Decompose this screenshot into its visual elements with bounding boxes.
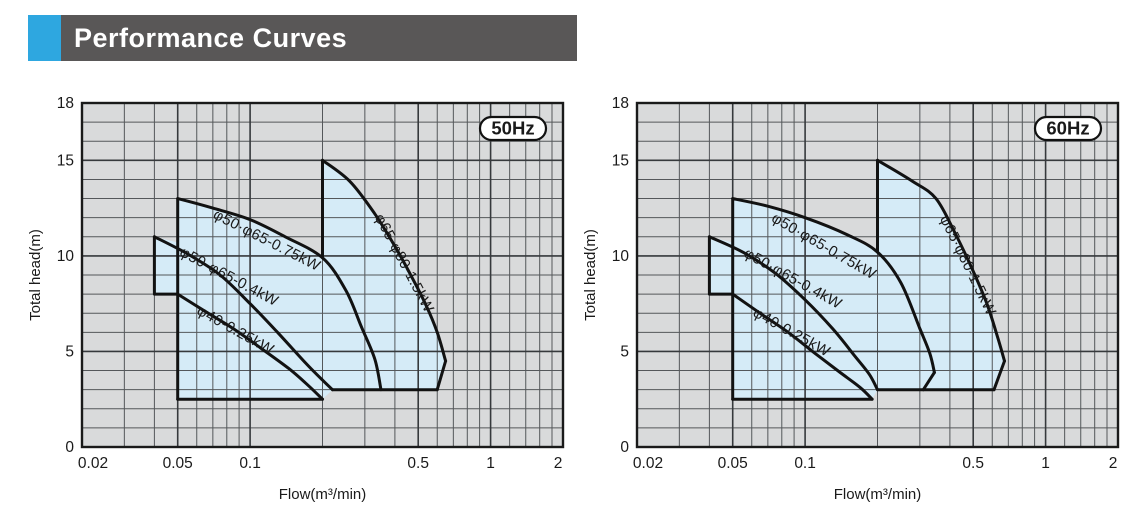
y-tick-label: 0 (620, 439, 629, 456)
pump-curve (152, 235, 334, 392)
x-tick-label: 2 (554, 455, 563, 472)
section-header: Performance Curves (28, 15, 577, 61)
x-tick-label: 0.05 (718, 455, 748, 472)
y-tick-label: 5 (620, 343, 629, 360)
pump-curve (152, 235, 180, 296)
y-tick-label: 5 (65, 343, 74, 360)
pump-curve (731, 292, 874, 401)
x-tick-label: 1 (1041, 455, 1050, 472)
operating-region-fill (709, 160, 1005, 400)
x-tick-label: 0.1 (239, 455, 261, 472)
x-tick-label: 0.05 (163, 455, 193, 472)
y-axis-title: Total head(m) (27, 229, 44, 321)
y-tick-label: 15 (612, 152, 629, 169)
frequency-badge (478, 115, 548, 142)
y-tick-label: 0 (65, 439, 74, 456)
frequency-badge-label: 60Hz (1046, 118, 1089, 139)
pump-curve (321, 158, 448, 363)
pump-curve (992, 359, 1006, 392)
pump-curve (707, 235, 879, 392)
pump-curves (707, 158, 1006, 401)
frequency-badge-label: 50Hz (491, 118, 534, 139)
x-tick-label: 1 (486, 455, 495, 472)
page-title: Performance Curves (74, 22, 348, 53)
x-tick-label: 0.5 (962, 455, 984, 472)
accent-square (28, 15, 61, 61)
y-axis-title: Total head(m) (582, 229, 599, 321)
x-tick-label: 2 (1109, 455, 1118, 472)
pump-curve (876, 158, 1006, 363)
x-tick-label: 0.02 (78, 455, 108, 472)
pump-curve (921, 371, 936, 392)
frequency-badge (1033, 115, 1103, 142)
y-tick-label: 10 (57, 248, 75, 265)
x-tick-label: 0.1 (794, 455, 816, 472)
y-tick-label: 15 (57, 152, 74, 169)
x-tick-label: 0.02 (633, 455, 663, 472)
x-axis-title: Flow(m³/min) (279, 486, 367, 503)
performance-chart-60hz: φ50·φ65-0.75kWφ50·φ65-0.4kWφ40-0.25kWφ65… (582, 95, 1120, 503)
y-tick-label: 10 (612, 248, 630, 265)
plot-frame (80, 101, 565, 449)
pump-curves (152, 158, 448, 401)
x-tick-label: 0.5 (407, 455, 429, 472)
pump-curve (707, 235, 735, 296)
pump-curve (435, 359, 448, 392)
pump-curve (176, 292, 324, 401)
plot-frame (635, 101, 1120, 449)
performance-chart-50hz: φ50·φ65-0.75kWφ50·φ65-0.4kWφ40-0.25kWφ65… (27, 95, 565, 503)
x-axis-title: Flow(m³/min) (834, 486, 922, 503)
y-tick-label: 18 (612, 95, 629, 112)
y-tick-label: 18 (57, 95, 74, 112)
